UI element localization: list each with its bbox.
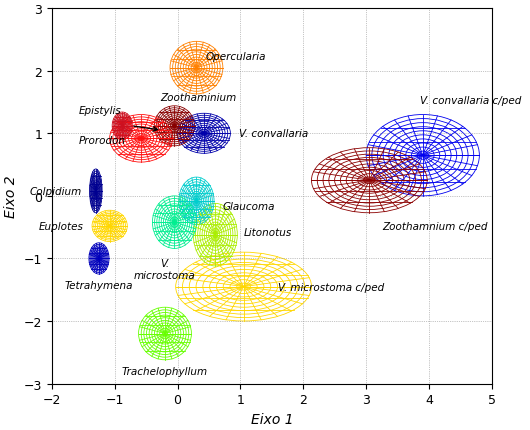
Text: Tetrahymena: Tetrahymena: [65, 281, 133, 291]
Text: V. microstoma c/ped: V. microstoma c/ped: [278, 282, 384, 292]
Text: V.
microstoma: V. microstoma: [134, 259, 196, 280]
Text: V. convallaria: V. convallaria: [238, 129, 308, 139]
Text: Zoothaminium: Zoothaminium: [161, 93, 237, 103]
Text: Trachelophyllum: Trachelophyllum: [122, 366, 208, 376]
Text: Prorodon: Prorodon: [78, 135, 126, 145]
Text: Euplotes: Euplotes: [38, 221, 83, 231]
Y-axis label: Eixo 2: Eixo 2: [4, 175, 18, 218]
Text: Opercularia: Opercularia: [206, 52, 267, 62]
Text: V. convallaria c/ped: V. convallaria c/ped: [420, 96, 521, 106]
X-axis label: Eixo 1: Eixo 1: [251, 412, 293, 426]
Text: Epistylis: Epistylis: [79, 105, 121, 115]
Text: Glaucoma: Glaucoma: [223, 201, 276, 212]
Text: Zoothamnium c/ped: Zoothamnium c/ped: [382, 221, 488, 231]
Text: Litonotus: Litonotus: [244, 227, 292, 237]
Text: Colpidium: Colpidium: [30, 187, 82, 197]
